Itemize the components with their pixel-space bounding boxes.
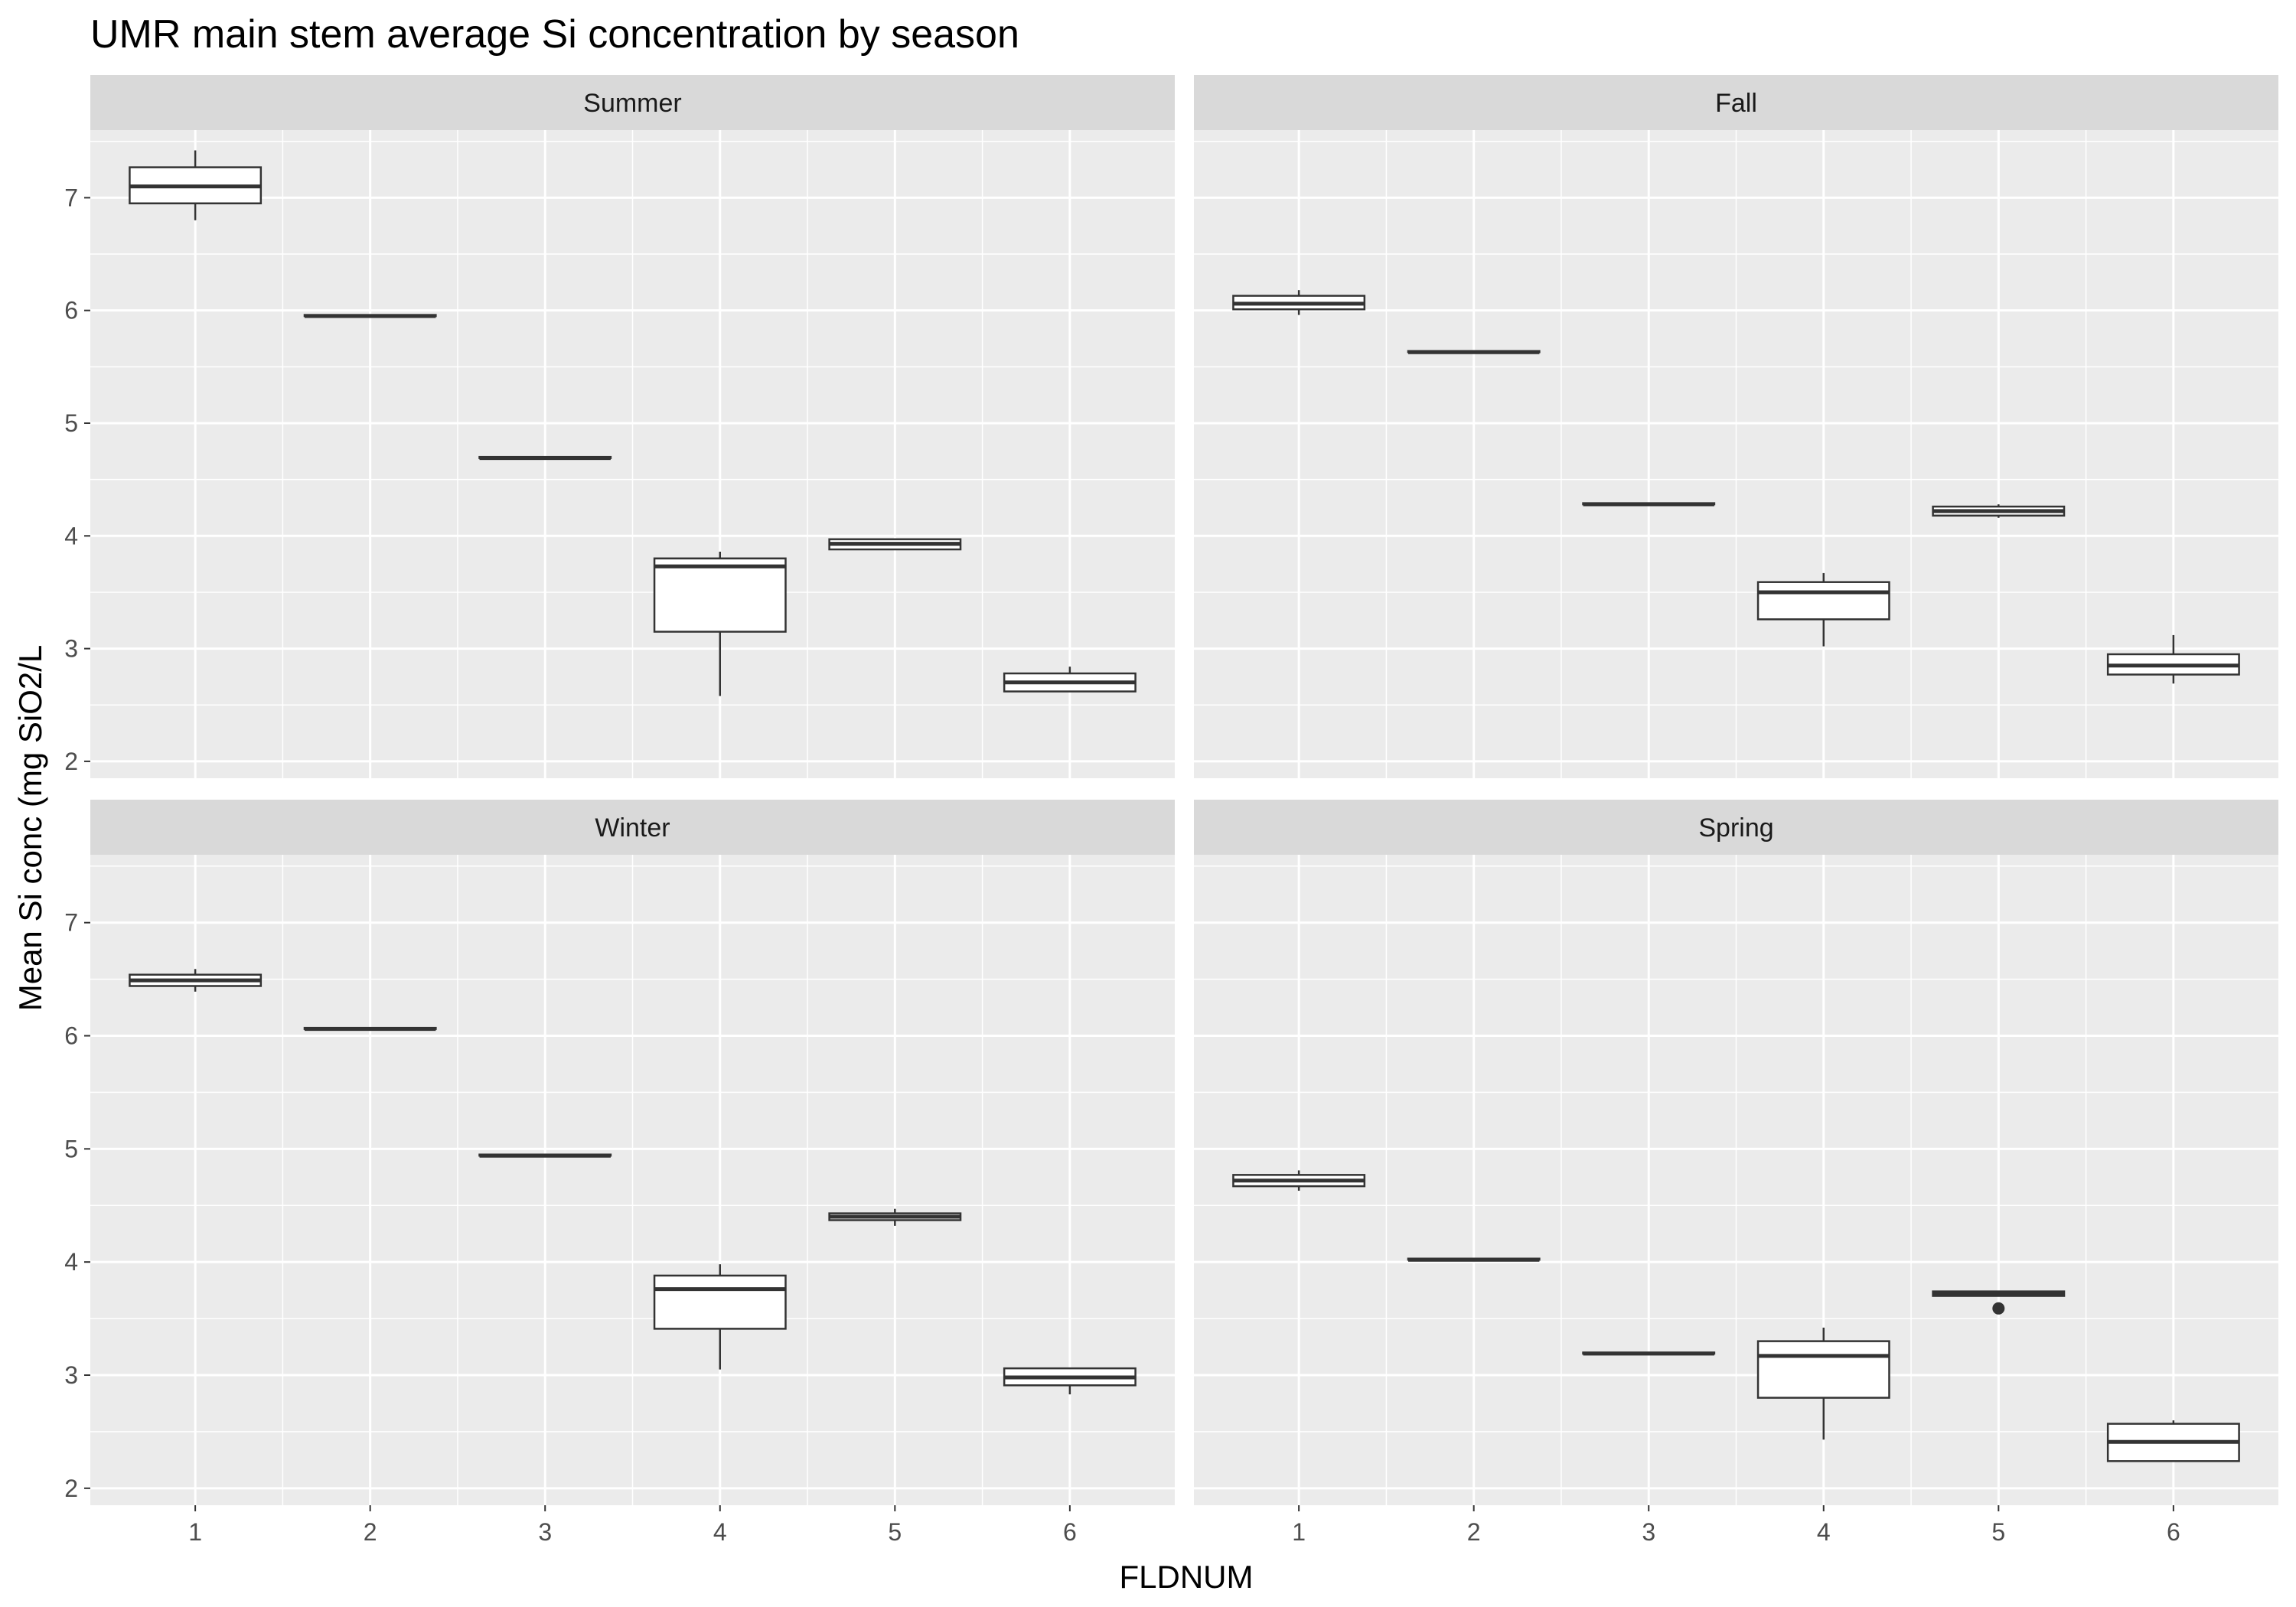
box-summer-5 — [828, 538, 962, 551]
box-iqr — [1756, 1340, 1890, 1399]
y-tick-label: 5 — [64, 1135, 78, 1162]
y-tick-label: 4 — [64, 1248, 78, 1276]
box-summer-1 — [129, 150, 263, 220]
panel-winter: Winter 2 3 4 5 6 7 1 2 3 4 5 6 — [64, 800, 1175, 1546]
box-iqr — [1756, 581, 1890, 621]
panel-fall: Fall — [1194, 75, 2278, 778]
panel-summer: Summer 2 3 4 5 6 7 — [64, 75, 1175, 778]
box-fall-4 — [1756, 572, 1890, 647]
outlier-point — [1992, 1302, 2005, 1315]
box-spring-6 — [2106, 1420, 2240, 1462]
strip-label-spring: Spring — [1698, 813, 1773, 843]
strip-background — [90, 800, 1175, 855]
y-tick-label: 7 — [64, 184, 78, 211]
box-iqr — [653, 557, 787, 633]
x-tick-label: 3 — [1642, 1518, 1655, 1546]
box-fall-6 — [2106, 634, 2240, 684]
x-tick-label: 3 — [538, 1518, 552, 1546]
box-spring-1 — [1232, 1170, 1366, 1191]
box-spring-5 — [1932, 1290, 2066, 1315]
x-axis-title: FLDNUM — [1120, 1559, 1254, 1595]
box-fall-5 — [1932, 504, 2066, 518]
box-fall-2 — [1407, 350, 1541, 354]
y-tick-label: 2 — [64, 1475, 78, 1502]
box-winter-3 — [478, 1153, 612, 1158]
y-tick-label: 6 — [64, 297, 78, 324]
box-winter-5 — [828, 1208, 962, 1226]
strip-background — [1194, 75, 2278, 130]
x-tick-label: 2 — [1467, 1518, 1481, 1546]
y-tick-label: 3 — [64, 635, 78, 663]
box-spring-4 — [1756, 1327, 1890, 1440]
y-tick-label: 5 — [64, 409, 78, 437]
strip-background — [90, 75, 1175, 130]
box-fall-1 — [1232, 290, 1366, 315]
box-winter-1 — [129, 969, 263, 992]
box-winter-4 — [653, 1264, 787, 1370]
box-summer-6 — [1003, 667, 1137, 693]
strip-label-fall: Fall — [1715, 89, 1757, 118]
chart-title: UMR main stem average Si concentration b… — [90, 12, 1019, 57]
box-summer-2 — [303, 314, 437, 318]
y-axis-title: Mean Si conc (mg SiO2/L — [12, 645, 48, 1012]
x-tick-label: 6 — [1063, 1518, 1077, 1546]
x-tick-label: 6 — [2167, 1518, 2180, 1546]
box-spring-2 — [1407, 1257, 1541, 1262]
y-tick-label: 7 — [64, 909, 78, 937]
y-tick-label: 6 — [64, 1022, 78, 1050]
x-tick-label: 5 — [1991, 1518, 2005, 1546]
y-tick-label: 2 — [64, 748, 78, 775]
box-winter-6 — [1003, 1367, 1137, 1395]
y-tick-label: 3 — [64, 1361, 78, 1389]
box-iqr — [653, 1274, 787, 1330]
strip-label-summer: Summer — [583, 89, 681, 118]
x-tick-label: 4 — [713, 1518, 727, 1546]
x-tick-label: 2 — [364, 1518, 377, 1546]
x-tick-label: 5 — [888, 1518, 902, 1546]
strip-label-winter: Winter — [595, 813, 670, 843]
x-tick-label: 1 — [1292, 1518, 1306, 1546]
box-summer-4 — [653, 551, 787, 696]
box-spring-3 — [1582, 1351, 1716, 1356]
y-tick-label: 4 — [64, 522, 78, 549]
box-summer-3 — [478, 455, 612, 461]
x-tick-label: 4 — [1817, 1518, 1831, 1546]
strip-background — [1194, 800, 2278, 855]
x-tick-label: 1 — [188, 1518, 202, 1546]
panel-spring: Spring 1 2 3 4 5 6 — [1194, 800, 2278, 1546]
